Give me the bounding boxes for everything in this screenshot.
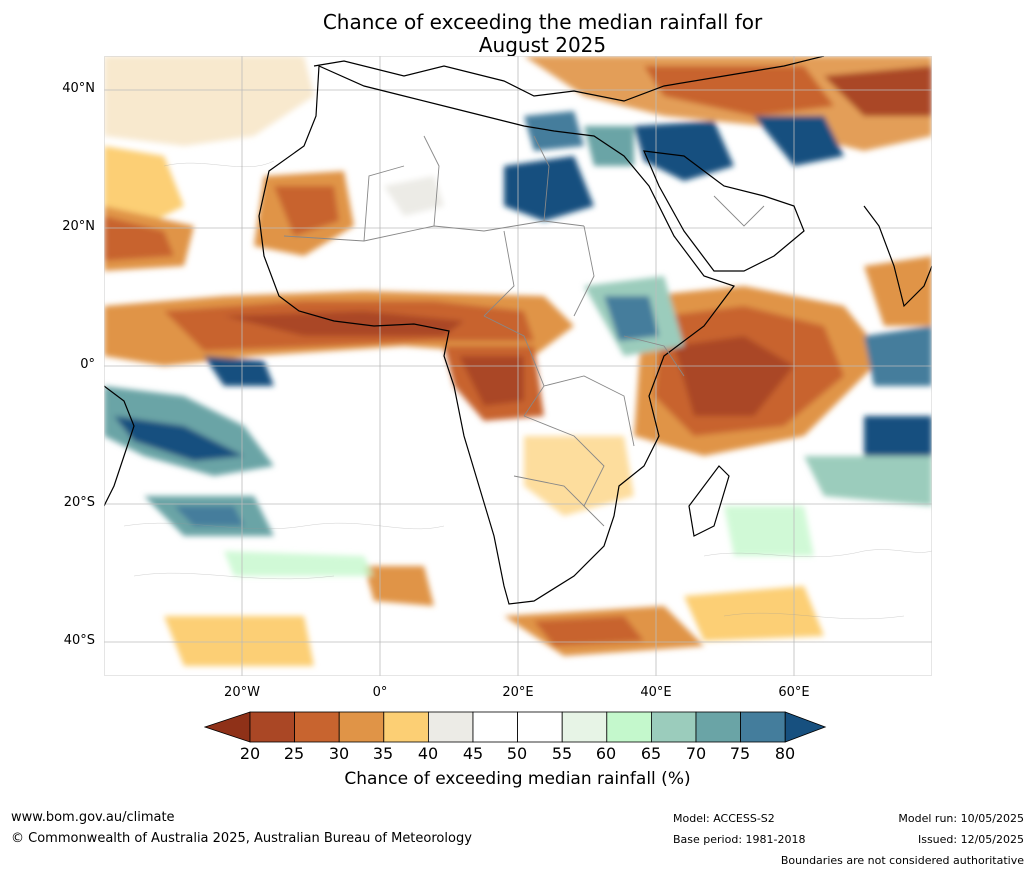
- contour-lines: [123, 160, 932, 620]
- lat-label-20n: 20°N: [62, 219, 95, 234]
- country-borders: [283, 135, 765, 527]
- arabia-coastline: [643, 150, 805, 272]
- colorbar-extend-low: [204, 711, 251, 743]
- colorbar-bin: [472, 711, 518, 743]
- colorbar-tick: 25: [283, 744, 305, 763]
- south-america-coastline: [104, 385, 135, 507]
- colorbar: [204, 711, 827, 743]
- india-coastline: [863, 205, 932, 308]
- colorbar-extend-high: [784, 711, 827, 743]
- colorbar-bin: [338, 711, 385, 743]
- colorbar-label: Chance of exceeding median rainfall (%): [344, 769, 691, 789]
- coastlines: [104, 56, 932, 605]
- map-subtitle: August 2025: [478, 33, 607, 57]
- lon-label-0: 0°: [372, 685, 388, 700]
- colorbar-tick: 50: [506, 744, 528, 763]
- footer-issued: Issued: 12/05/2025: [917, 833, 1024, 846]
- colorbar-bin: [517, 711, 563, 743]
- footer-model: Model: ACCESS-S2: [673, 812, 775, 825]
- colorbar-bin: [427, 711, 474, 743]
- africa-coastline: [258, 65, 735, 605]
- graticule: [104, 56, 932, 676]
- colorbar-bin: [249, 711, 295, 743]
- lat-label-40s: 40°S: [63, 633, 95, 648]
- footer-model-run: Model run: 10/05/2025: [898, 812, 1024, 825]
- colorbar-bin: [650, 711, 697, 743]
- madagascar-coastline: [688, 465, 730, 537]
- colorbar-tick: 45: [462, 744, 484, 763]
- footer-base-period: Base period: 1981-2018: [673, 833, 806, 846]
- colorbar-tick: 55: [551, 744, 573, 763]
- colorbar-bin: [383, 711, 429, 743]
- colorbar-tick: 35: [372, 744, 394, 763]
- footer-url[interactable]: www.bom.gov.au/climate: [11, 810, 175, 825]
- lon-label-20e: 20°E: [502, 685, 534, 700]
- footer-boundaries-note: Boundaries are not considered authoritat…: [780, 854, 1024, 867]
- lat-label-20s: 20°S: [63, 495, 95, 510]
- europe-coastline: [313, 56, 825, 102]
- rainfall-anomaly-patches: [104, 56, 932, 666]
- colorbar-tick: 30: [328, 744, 350, 763]
- colorbar-tick: 20: [239, 744, 261, 763]
- colorbar-bin: [740, 711, 786, 743]
- colorbar-tick: 75: [729, 744, 751, 763]
- footer-copyright: © Commonwealth of Australia 2025, Austra…: [11, 831, 472, 846]
- lon-label-20w: 20°W: [224, 685, 260, 700]
- colorbar-bin: [294, 711, 340, 743]
- colorbar-bin: [695, 711, 741, 743]
- lon-label-40e: 40°E: [640, 685, 672, 700]
- colorbar-tick: 60: [595, 744, 617, 763]
- rainfall-map: [104, 56, 932, 676]
- colorbar-tick: 80: [774, 744, 796, 763]
- colorbar-bin: [561, 711, 608, 743]
- lat-label-0: 0°: [80, 357, 95, 372]
- colorbar-tick: 70: [685, 744, 707, 763]
- colorbar-tick: 40: [417, 744, 439, 763]
- map-title: Chance of exceeding the median rainfall …: [322, 10, 763, 34]
- colorbar-bin: [606, 711, 652, 743]
- colorbar-tick: 65: [640, 744, 662, 763]
- lat-label-40n: 40°N: [62, 81, 95, 96]
- lon-label-60e: 60°E: [778, 685, 810, 700]
